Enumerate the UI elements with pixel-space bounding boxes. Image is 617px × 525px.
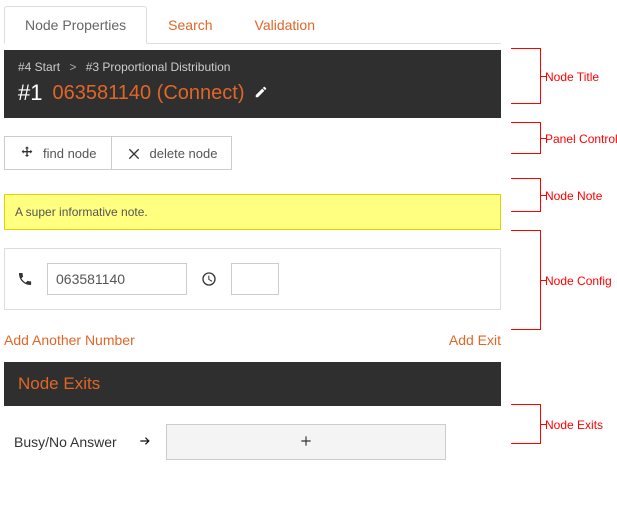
edit-icon[interactable] xyxy=(254,85,268,102)
phone-icon xyxy=(17,271,33,287)
config-links: Add Another Number Add Exit xyxy=(4,332,501,348)
annotation-label: Node Exits xyxy=(545,418,603,432)
arrow-right-icon xyxy=(138,434,152,451)
breadcrumb[interactable]: #4 Start > #3 Proportional Distribution xyxy=(18,60,487,74)
node-title-block: #4 Start > #3 Proportional Distribution … xyxy=(4,50,501,118)
time-input[interactable] xyxy=(231,263,279,295)
add-number-link[interactable]: Add Another Number xyxy=(4,332,135,348)
tab-bar: Node Properties Search Validation xyxy=(4,6,501,44)
exit-label: Busy/No Answer xyxy=(14,434,124,450)
annotation-label: Node Note xyxy=(545,189,602,203)
breadcrumb-separator: > xyxy=(69,60,76,74)
annotation-layer: Node Title Panel Controls Node Note Node… xyxy=(501,6,613,460)
breadcrumb-item[interactable]: #4 Start xyxy=(18,60,60,74)
delete-node-label: delete node xyxy=(150,146,218,161)
exit-row: Busy/No Answer xyxy=(4,424,501,460)
move-icon xyxy=(19,145,35,161)
number-input[interactable] xyxy=(47,263,187,295)
delete-node-button[interactable]: delete node xyxy=(111,136,233,170)
node-exits-header: Node Exits xyxy=(4,362,501,406)
find-node-label: find node xyxy=(43,146,97,161)
annotation-label: Node Config xyxy=(545,274,612,288)
node-id: #1 xyxy=(18,80,42,106)
clock-icon xyxy=(201,271,217,287)
exit-target-button[interactable] xyxy=(166,424,446,460)
plus-icon xyxy=(299,434,313,451)
annotation-label: Node Title xyxy=(545,70,599,84)
tab-validation[interactable]: Validation xyxy=(234,6,336,44)
panel-controls: find node delete node xyxy=(4,136,501,170)
tab-search[interactable]: Search xyxy=(147,6,233,44)
node-name: 063581140 (Connect) xyxy=(52,82,244,105)
find-node-button[interactable]: find node xyxy=(4,136,111,170)
close-icon xyxy=(126,145,142,161)
node-config xyxy=(4,248,501,310)
node-note[interactable]: A super informative note. xyxy=(4,194,501,230)
add-exit-link[interactable]: Add Exit xyxy=(449,332,501,348)
breadcrumb-item[interactable]: #3 Proportional Distribution xyxy=(86,60,231,74)
annotation-label: Panel Controls xyxy=(545,132,617,146)
tab-node-properties[interactable]: Node Properties xyxy=(4,6,147,44)
